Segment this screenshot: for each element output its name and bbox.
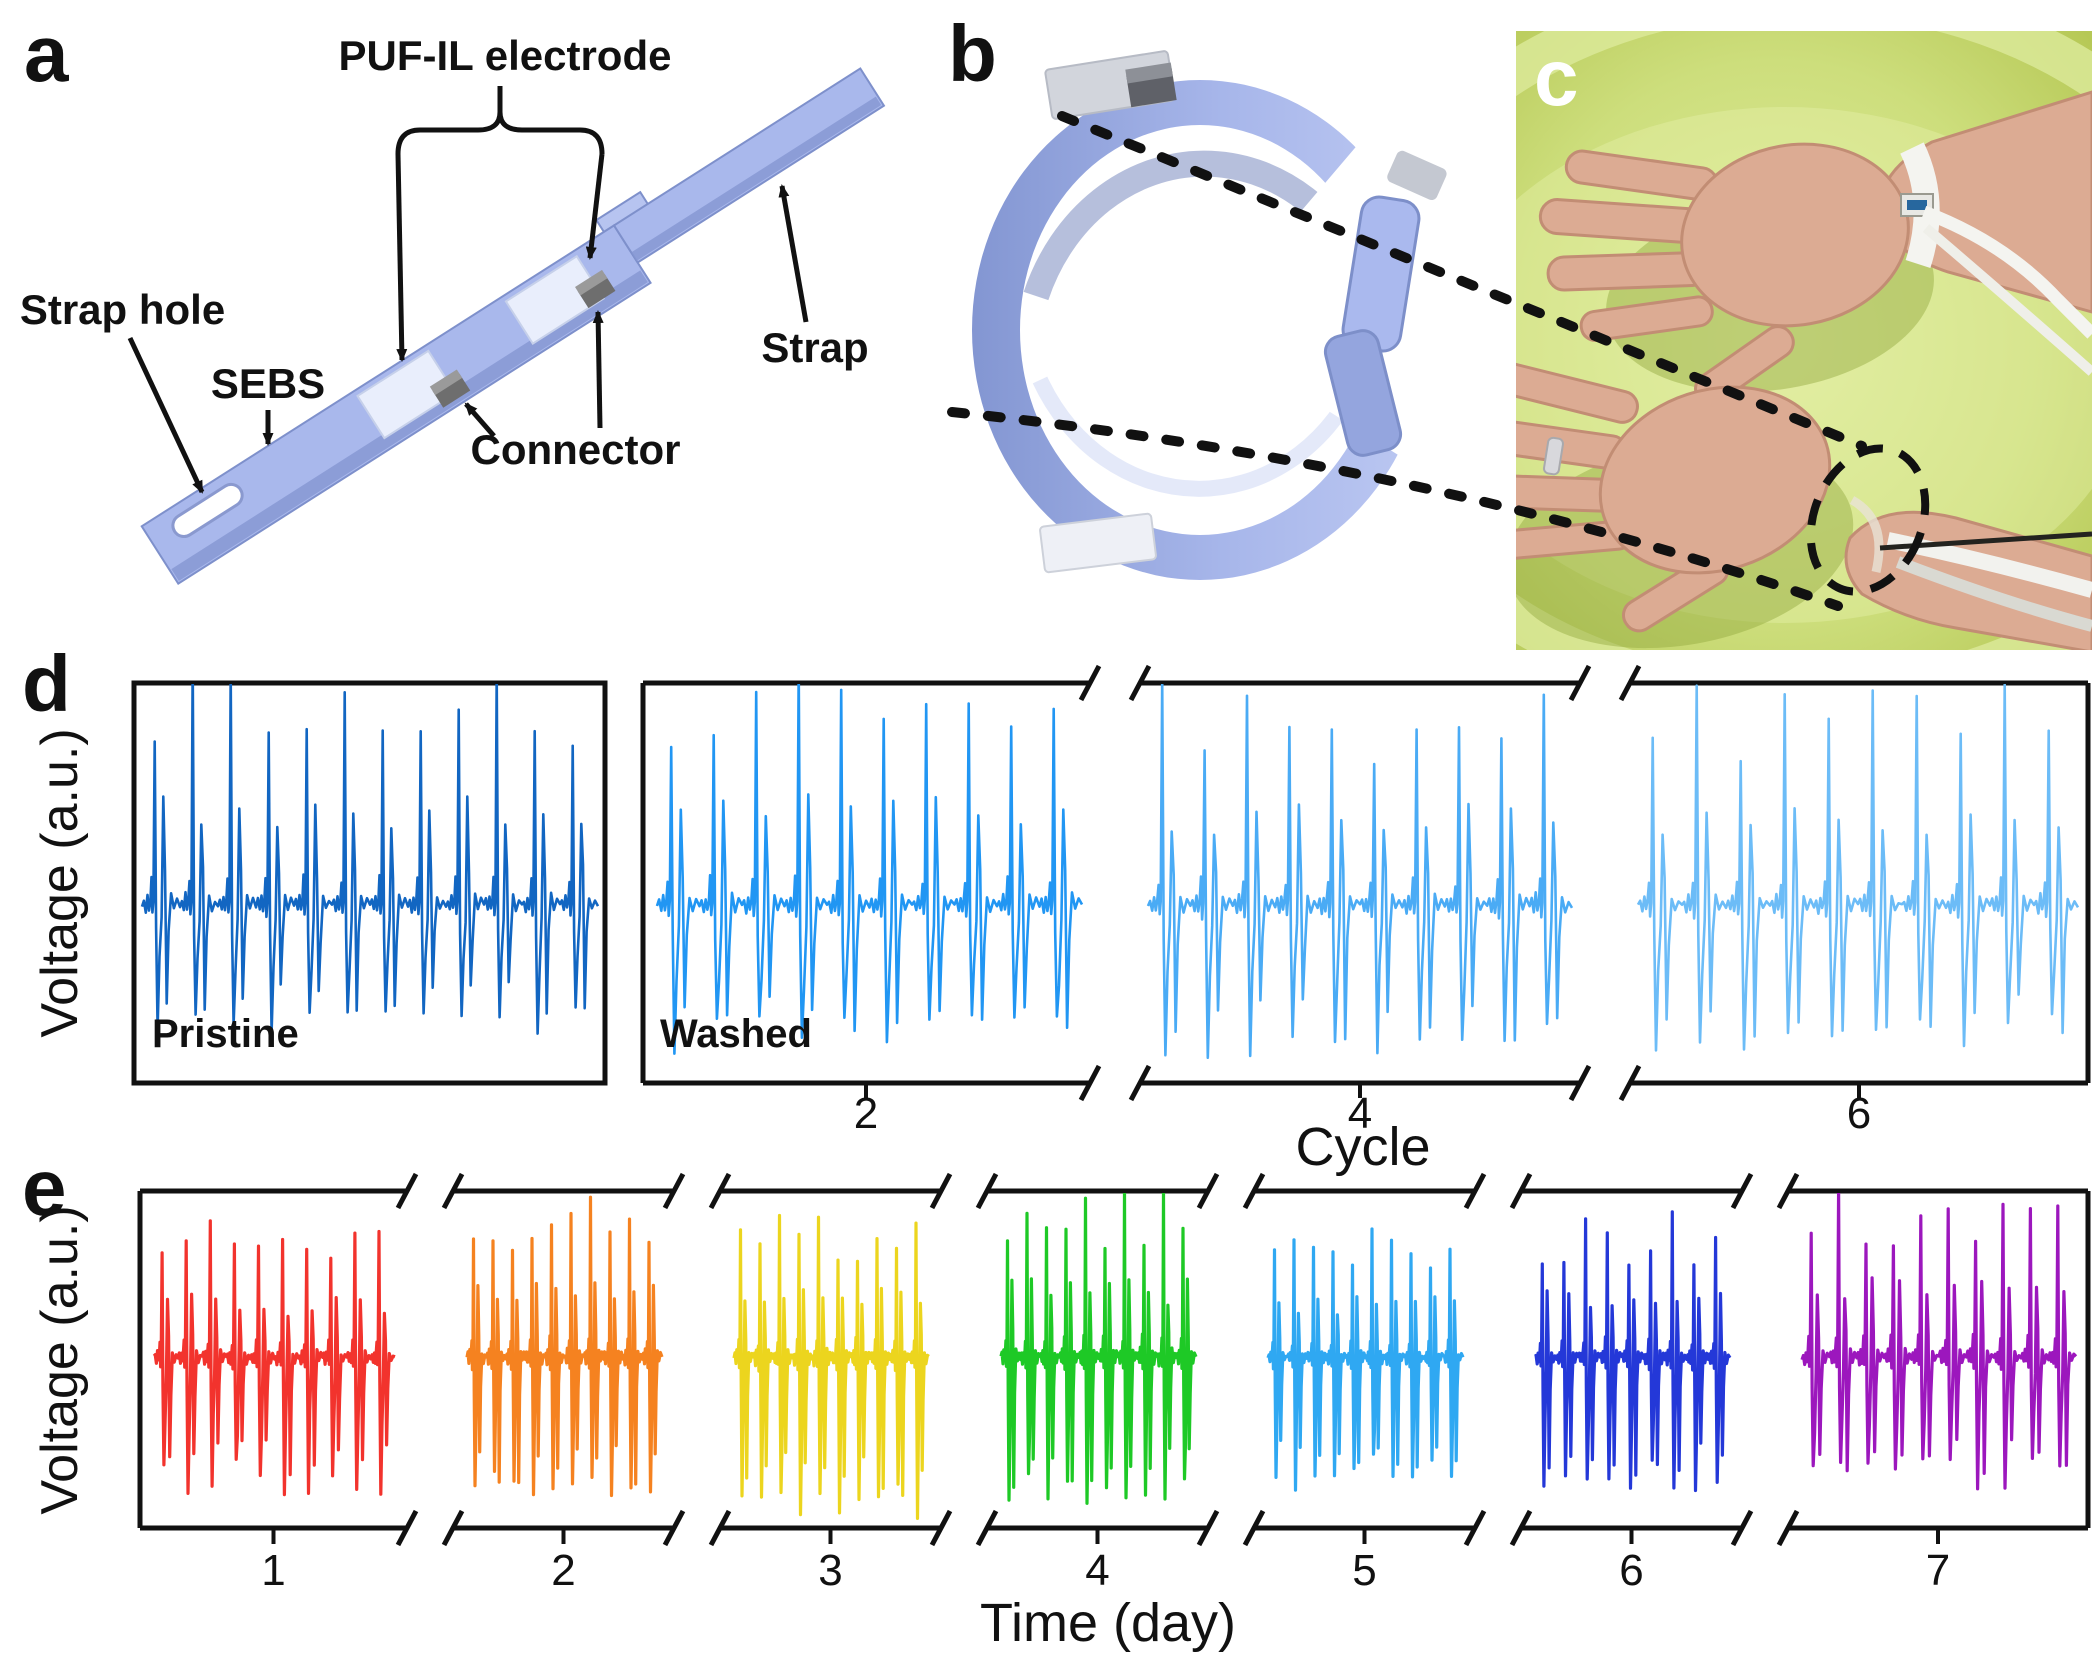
x-tick-label: 1 (261, 1546, 285, 1595)
panel-label-b: b (948, 9, 997, 98)
cable-top-2 (1922, 224, 2092, 376)
connector-arrow-right (592, 310, 604, 429)
ecg-trace (152, 1219, 396, 1497)
chart-seven-days: 1 2 3 4 5 6 7 (137, 1172, 2091, 1595)
strap-bottom-shade (171, 270, 648, 581)
cable-bottom-braid (1895, 556, 2092, 632)
connector-arrow-left (464, 402, 496, 438)
ring-tip-patch (1387, 150, 1447, 200)
ecg-trace (1800, 1193, 2078, 1491)
electrode-arrow-left (395, 153, 408, 362)
x-tick-label: 4 (1348, 1089, 1372, 1138)
strap-arrow (778, 184, 809, 323)
chart-wash-cycles: 2 4 6 (131, 664, 2091, 1138)
inset-label-washed: Washed (660, 1012, 812, 1056)
x-tick-label: 4 (1085, 1546, 1109, 1595)
strap-hole-slot (171, 482, 244, 539)
strap-schematic (127, 67, 886, 586)
ecg-trace (1534, 1210, 1732, 1493)
strap-tail-shade (631, 96, 882, 261)
zoom-link-lines (947, 111, 1867, 611)
x-tick-label: 7 (1926, 1546, 1950, 1595)
strap-tail (612, 67, 886, 264)
annotation-connector: Connector (470, 426, 681, 473)
electrode-arrow-right (585, 153, 605, 260)
zoom-link-line-bottom (947, 407, 1843, 611)
ecg-trace (140, 684, 600, 1035)
annotation-sebs: SEBS (210, 360, 326, 407)
x-tick-label: 3 (818, 1546, 842, 1595)
wristband-dashed-circle (1806, 444, 1930, 596)
pristine-box (131, 680, 608, 1086)
panel-label-e: e (22, 1143, 66, 1232)
ecg-trace (732, 1213, 930, 1521)
ecg-trace (465, 1195, 664, 1498)
strap-hole-arrow (127, 336, 205, 494)
x-tick-label: 2 (854, 1089, 878, 1138)
electrode-brace (395, 111, 605, 155)
ring-inner-highlight (1032, 376, 1364, 497)
ecg-trace (1266, 1227, 1465, 1492)
panel-label-d: d (22, 639, 71, 728)
ecg-trace (999, 1193, 1198, 1505)
hand-bottom (1516, 359, 2092, 650)
cable-bottom-wire (1879, 531, 2092, 551)
ring-electrode-patch-bottom (1039, 512, 1157, 574)
x-tick-label: 5 (1352, 1546, 1376, 1595)
wristband-ring (972, 50, 1560, 580)
y-axis-label-e: Voltage (a.u.) (31, 1205, 89, 1515)
wrist-strap-bottom (1849, 496, 1884, 574)
annotation-strap: Strap (761, 324, 869, 371)
ring-connector-block (1125, 62, 1177, 108)
x-tick-label: 6 (1847, 1089, 1871, 1138)
zoom-link-line-top (1057, 111, 1867, 451)
annotation-puf-il-electrode: PUF-IL electrode (338, 32, 672, 79)
connector-block-2 (575, 269, 616, 309)
ecg-trace (1636, 684, 2080, 1052)
strap-connector-chip (1907, 200, 1927, 210)
x-axis-label-cycle: Cycle (1295, 1117, 1431, 1177)
photo-wash-test (1516, 31, 2092, 650)
x-axis-label-time-day: Time (day) (979, 1593, 1237, 1653)
panel-label-a: a (24, 9, 68, 98)
connector-block-1 (429, 369, 471, 408)
x-tick-label: 2 (551, 1546, 575, 1595)
inset-label-pristine: Pristine (152, 1012, 299, 1056)
finger-ring (1542, 436, 1564, 476)
panel-label-c: c (1534, 33, 1578, 122)
ecg-trace (655, 684, 1084, 1055)
electrode-pad-1 (356, 349, 457, 440)
ecg-trace (1146, 684, 1574, 1059)
ring-clasp-hook (1323, 329, 1403, 457)
x-tick-label: 6 (1619, 1546, 1643, 1595)
cable-top-1 (1921, 205, 2092, 339)
y-axis-label-d: Voltage (a.u.) (31, 728, 89, 1038)
annotation-strap-hole: Strap hole (19, 286, 226, 333)
